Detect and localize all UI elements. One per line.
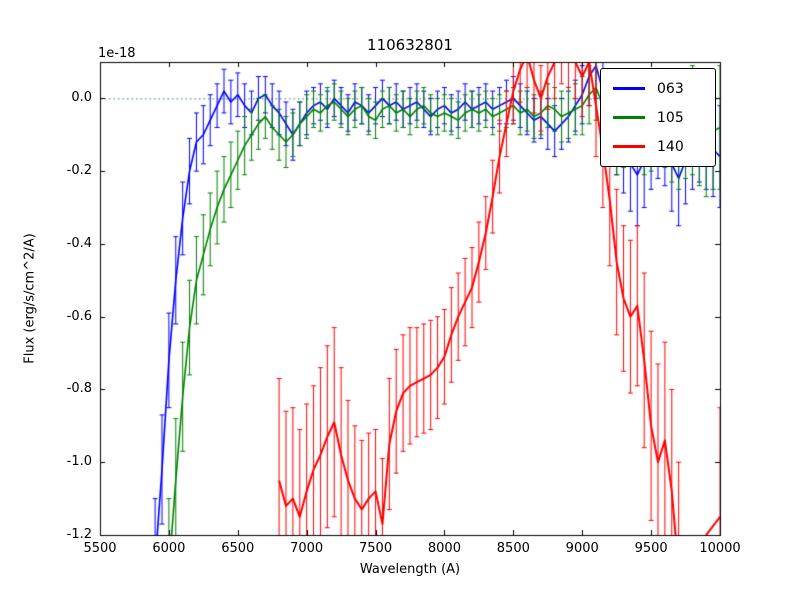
y-tick-label: -0.6 <box>66 308 92 324</box>
x-axis-label: Wavelength (A) <box>359 562 461 577</box>
legend-label: 105 <box>657 109 684 126</box>
legend-label: 063 <box>657 80 684 97</box>
x-tick-label: 6500 <box>221 541 255 556</box>
y-axis-offset-label: 1e-18 <box>98 46 136 61</box>
x-tick-label: 9000 <box>565 541 599 556</box>
x-tick-label: 8000 <box>427 541 461 556</box>
legend-label: 140 <box>657 138 684 155</box>
x-tick-label: 10000 <box>699 541 741 556</box>
legend-entry-063: 063 <box>601 74 715 103</box>
x-tick-label: 5500 <box>83 541 117 556</box>
x-tick-label: 7000 <box>290 541 324 556</box>
y-tick-label: -0.2 <box>66 163 92 179</box>
legend-line-swatch <box>613 87 645 90</box>
x-tick-label: 8500 <box>496 541 530 556</box>
y-tick-label: -0.8 <box>66 381 92 397</box>
legend-entry-140: 140 <box>601 132 715 161</box>
legend: 063 105 140 <box>600 68 716 167</box>
y-tick-label: -1.0 <box>66 454 92 470</box>
y-tick-label: -0.4 <box>66 235 92 251</box>
legend-entry-105: 105 <box>601 103 715 132</box>
y-tick-label: 0.0 <box>71 90 92 106</box>
legend-line-swatch <box>613 145 645 148</box>
x-tick-label: 9500 <box>634 541 668 556</box>
y-tick-label: -1.2 <box>66 527 92 542</box>
legend-line-swatch <box>613 116 645 119</box>
y-axis-label: Flux (erg/s/cm^2/A) <box>22 233 38 364</box>
chart-title: 110632801 <box>367 36 453 54</box>
x-tick-label: 6000 <box>152 541 186 556</box>
x-tick-label: 7500 <box>359 541 393 556</box>
